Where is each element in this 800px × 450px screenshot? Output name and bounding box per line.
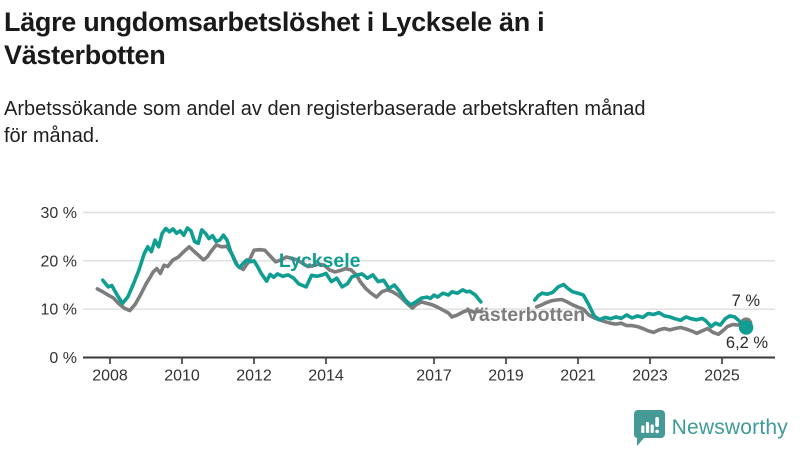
series-line-vasterbotten <box>534 297 748 337</box>
logo-bar-chart-glyph <box>640 417 659 434</box>
x-axis-label: 2023 <box>632 368 668 385</box>
x-axis-label: 2019 <box>488 368 524 385</box>
subtitle-line-1: Arbetssökande som andel av den registerb… <box>4 97 646 120</box>
logo-bubble-shape <box>633 410 665 446</box>
y-axis-label: 10 % <box>41 302 77 319</box>
x-axis-label: 2012 <box>236 368 272 385</box>
chart-subtitle: Arbetssökande som andel av den registerb… <box>4 96 796 151</box>
x-axis-label: 2025 <box>704 368 740 385</box>
brand-name: Newsworthy <box>671 415 788 439</box>
title-line-2: Västerbotten <box>4 39 166 70</box>
series-line-lycksele <box>532 282 748 330</box>
series-label-vasterbotten: Västerbotten <box>466 304 585 326</box>
y-axis-label: 20 % <box>41 253 77 270</box>
newsworthy-logo-icon <box>633 410 665 446</box>
page-title: Lägre ungdomsarbetslöshet i Lycksele än … <box>4 6 796 72</box>
brand-footer: Newsworthy <box>633 409 788 446</box>
chart-header: Lägre ungdomsarbetslöshet i Lycksele än … <box>4 6 796 151</box>
x-axis-label: 2008 <box>92 368 128 385</box>
x-axis-label: 2021 <box>560 368 596 385</box>
x-axis-label: 2014 <box>308 368 344 385</box>
series-line-vasterbotten <box>95 243 483 319</box>
end-value-label-vasterbotten: 7 % <box>732 292 761 310</box>
y-axis-label: 30 % <box>41 205 77 222</box>
x-axis-label: 2017 <box>416 368 452 385</box>
x-axis-label: 2010 <box>164 368 200 385</box>
y-axis-label: 0 % <box>49 350 77 367</box>
series-label-lycksele: Lycksele <box>279 250 361 272</box>
end-value-label-lycksele: 6,2 % <box>726 334 769 352</box>
title-line-1: Lägre ungdomsarbetslöshet i Lycksele än … <box>4 7 545 37</box>
series-line-lycksele <box>101 226 483 307</box>
subtitle-line-2: för månad. <box>4 125 100 148</box>
series-end-dot-lycksele <box>738 320 754 335</box>
